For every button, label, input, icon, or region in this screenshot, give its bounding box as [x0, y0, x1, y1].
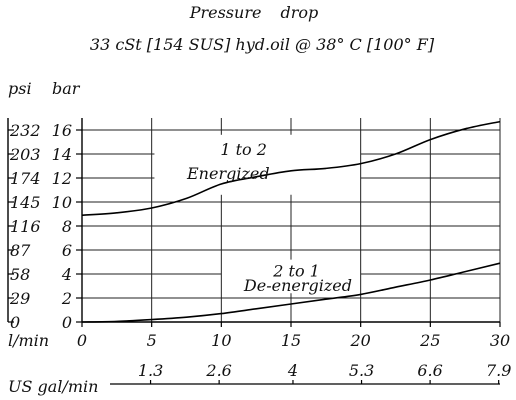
series-label-1: Energized [186, 164, 270, 183]
series-label-2: 2 to 1 [272, 261, 320, 280]
grid-layer [82, 118, 501, 322]
y-psi-tick-label: 174 [10, 169, 41, 188]
x-tick-label: 20 [349, 331, 370, 350]
x-tick-label: 5 [147, 331, 157, 350]
x2-tick-label: 7.9 [486, 361, 511, 380]
series-line-1 [81, 120, 501, 216]
x-tick-label: 30 [490, 331, 510, 350]
y-bar-tick-label: 10 [52, 193, 72, 212]
y-psi-tick-label: 87 [10, 241, 31, 260]
axes-layer [7, 118, 501, 385]
chart-subtitle: 33 cSt [154 SUS] hyd.oil @ 38° C [100° F… [90, 35, 435, 54]
series-line-2 [81, 262, 501, 323]
y-bar-tick-label: 12 [52, 169, 72, 188]
series-layer [81, 120, 501, 323]
y-psi-tick-label: 0 [10, 313, 20, 332]
x-tick-label: 15 [281, 331, 301, 350]
x-tick-label: 10 [211, 331, 231, 350]
x2-tick-label: 1.3 [138, 361, 163, 380]
y-bar-tick-label: 6 [62, 241, 72, 260]
y-bar-tick-label: 16 [52, 121, 72, 140]
y-bar-tick-label: 2 [61, 289, 72, 308]
y-bar-tick-label: 0 [62, 313, 72, 332]
y-psi-tick-label: 203 [9, 145, 41, 164]
y-psi-tick-label: 145 [10, 193, 41, 212]
x2-axis-label: US gal/min [8, 377, 98, 396]
y-axis-bar-label: bar [52, 79, 81, 98]
series-label-1: 1 to 2 [220, 140, 267, 159]
x2-tick-label: 6.6 [417, 361, 442, 380]
x-axis-label: l/min [8, 331, 49, 350]
chart-title: Pressure drop [189, 3, 319, 22]
series-label-2: De-energized [243, 276, 352, 295]
y-bar-tick-label: 14 [52, 145, 72, 164]
y-psi-tick-label: 232 [9, 121, 41, 140]
y-bar-tick-label: 4 [61, 265, 72, 284]
y-bar-tick-label: 8 [62, 217, 72, 236]
x2-tick-label: 2.6 [205, 361, 231, 380]
y-psi-tick-label: 116 [10, 217, 41, 236]
x2-tick-label: 5.3 [349, 361, 374, 380]
series-labels-layer: 1 to 2 Energized 2 to 1De-energized [186, 140, 352, 295]
y-psi-tick-label: 29 [9, 289, 30, 308]
x-tick-label: 0 [77, 331, 87, 350]
x-tick-label: 25 [419, 331, 440, 350]
y-psi-tick-label: 58 [10, 265, 30, 284]
x2-tick-label: 4 [287, 361, 298, 380]
y-axis-psi-label: psi [8, 79, 32, 98]
